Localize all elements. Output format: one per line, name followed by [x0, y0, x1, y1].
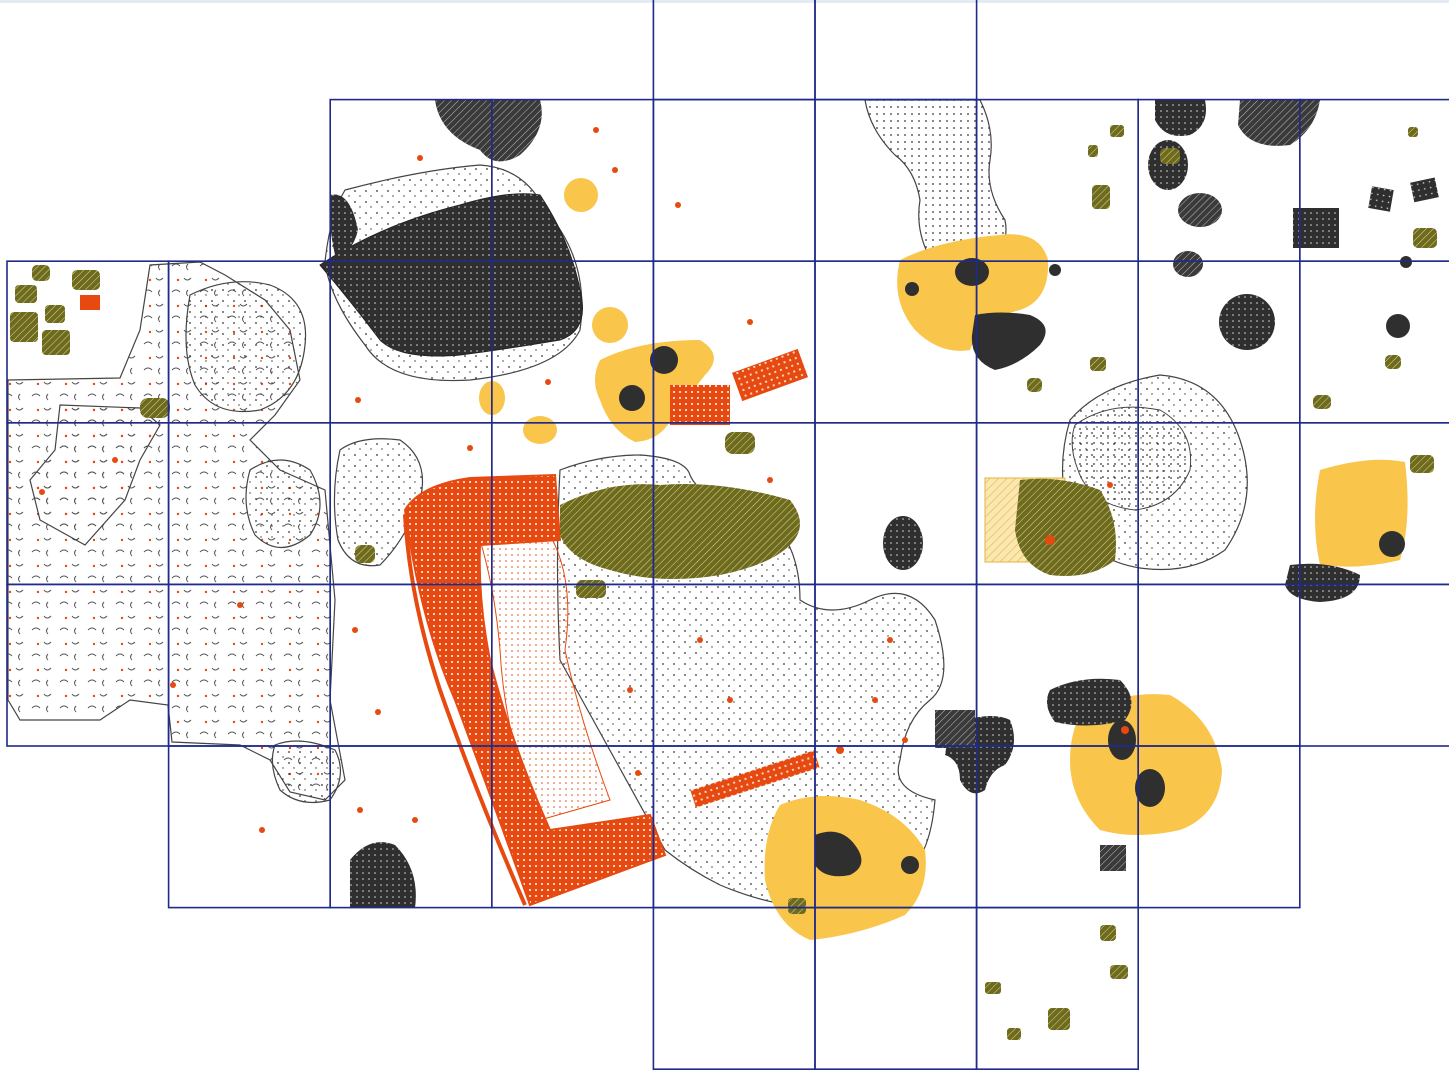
dark-spot-ne [905, 282, 919, 296]
dark-blob-ne [971, 312, 1046, 370]
dotted-oval-west [185, 281, 307, 413]
dark-blob-south-east [1046, 678, 1132, 726]
dark-spot-east-4 [1379, 531, 1405, 557]
grid-cell-r6-c6 [975, 906, 1139, 1070]
olive-cluster-east [1015, 478, 1116, 576]
dark-ring-2 [619, 385, 645, 411]
dark-pit-east-5 [1173, 251, 1203, 277]
grid-cell-r5-c7 [1137, 745, 1301, 909]
dark-spot-east-3 [1049, 264, 1061, 276]
grid-cell-r4-c8 [1299, 583, 1449, 747]
dotted-area-central [333, 438, 424, 567]
dark-square-east [1293, 208, 1339, 248]
olive-cluster-central [560, 484, 800, 579]
dark-pit-east-2 [1238, 100, 1320, 146]
yellow-area-north-east [897, 234, 1049, 351]
dark-pit-east-4 [1178, 193, 1222, 227]
dark-blob-east-south [1285, 563, 1360, 602]
dark-square-east-2 [1368, 186, 1394, 212]
dotted-column-north-east [864, 99, 1007, 261]
window-top-edge [0, 0, 1449, 3]
orange-wall-outer [403, 473, 667, 907]
grid-cell-r6-c4 [652, 906, 816, 1070]
dotted-strip-orange [479, 534, 611, 821]
grid-cell-r0-c5 [814, 0, 978, 101]
yellow-area-south-east [1070, 694, 1222, 835]
dark-pit-se-1 [1108, 720, 1136, 760]
dotted-oval-southwest [245, 459, 321, 548]
dark-pit-southwest [350, 842, 416, 908]
dark-spot-east-1 [1386, 314, 1410, 338]
dark-cap-north [435, 100, 542, 162]
red-scatter-marks [39, 127, 1129, 833]
dark-column-ne [955, 258, 989, 286]
olive-blocks-west [10, 265, 170, 418]
survey-grid [6, 0, 1449, 1070]
olive-blocks-east [355, 125, 1437, 1040]
dark-pit-east-1 [1155, 100, 1206, 136]
dark-pit-south [815, 831, 862, 877]
orange-wall-edge [403, 514, 527, 906]
dark-pit-se-2 [1135, 769, 1165, 807]
dark-crescent-north [329, 194, 358, 255]
dark-ring-1 [650, 346, 678, 374]
dark-checker-center [935, 710, 975, 748]
yellow-area-center [595, 340, 714, 442]
grid-cell-r1-c4 [652, 98, 816, 263]
yellow-spot-1 [564, 178, 598, 212]
dark-oval-central [883, 516, 923, 570]
dark-square-se [1100, 845, 1126, 871]
dark-circle-east [1219, 294, 1275, 350]
yellow-spot-2 [592, 307, 628, 343]
orange-structure [403, 473, 667, 907]
dark-polygon-north [319, 193, 583, 357]
olive-clusters [10, 125, 1437, 1040]
dotted-inner-east [1071, 406, 1192, 511]
dark-pit-east-3 [1148, 140, 1188, 190]
yellow-spot-4 [523, 416, 557, 444]
dark-features [319, 100, 1439, 908]
grid-cell-r0-c4 [652, 0, 816, 101]
dark-spot-south [901, 856, 919, 874]
dark-square-east-3 [1410, 177, 1439, 203]
